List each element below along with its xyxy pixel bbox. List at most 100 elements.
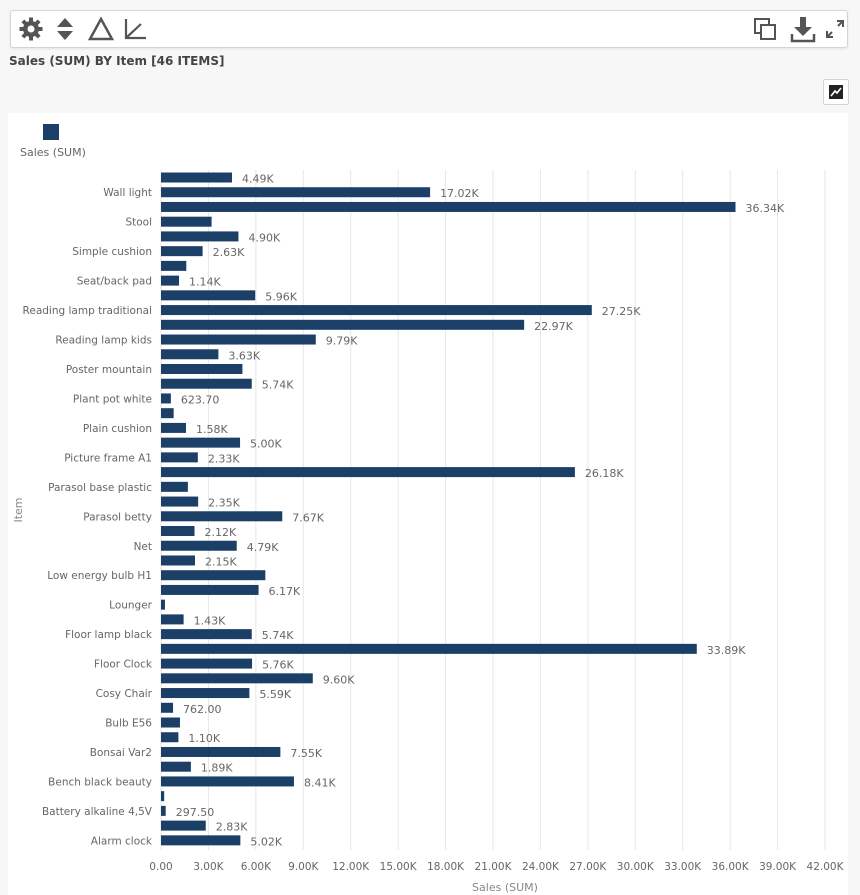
y-tick-label: Picture frame A1 bbox=[64, 452, 152, 464]
x-tick-label: 39.00K bbox=[759, 861, 797, 873]
bar[interactable] bbox=[161, 629, 252, 640]
legend-swatch[interactable] bbox=[43, 124, 59, 140]
bar[interactable] bbox=[161, 570, 266, 581]
bar[interactable] bbox=[161, 363, 243, 374]
bar[interactable] bbox=[161, 555, 195, 566]
bar[interactable] bbox=[161, 437, 241, 448]
bar[interactable] bbox=[161, 319, 525, 330]
bar[interactable] bbox=[161, 481, 188, 492]
bar[interactable] bbox=[161, 422, 186, 433]
data-label: 3.63K bbox=[228, 349, 260, 362]
bar[interactable] bbox=[161, 791, 165, 802]
bar[interactable] bbox=[161, 599, 165, 610]
data-label: 9.79K bbox=[326, 335, 358, 348]
data-label: 1.14K bbox=[189, 276, 221, 289]
bar[interactable] bbox=[161, 717, 180, 728]
bar[interactable] bbox=[161, 776, 294, 787]
bar[interactable] bbox=[161, 246, 203, 257]
data-label: 7.55K bbox=[290, 747, 322, 760]
y-axis-title: Item bbox=[12, 497, 25, 522]
bar[interactable] bbox=[161, 452, 198, 463]
x-tick-label: 30.00K bbox=[617, 861, 655, 873]
data-label: 4.79K bbox=[247, 541, 279, 554]
chart-type-button[interactable] bbox=[823, 79, 849, 105]
bar[interactable] bbox=[161, 334, 316, 345]
x-tick-label: 27.00K bbox=[569, 861, 607, 873]
y-tick-label: Reading lamp kids bbox=[55, 335, 152, 347]
chart-area bbox=[8, 113, 848, 895]
bar[interactable] bbox=[161, 584, 259, 595]
bar[interactable] bbox=[161, 835, 241, 846]
y-tick-label: Floor Clock bbox=[94, 659, 153, 671]
bar[interactable] bbox=[161, 290, 256, 301]
bar[interactable] bbox=[161, 761, 191, 772]
x-tick-label: 15.00K bbox=[380, 861, 418, 873]
axis-icon[interactable] bbox=[121, 15, 149, 43]
expand-icon[interactable] bbox=[821, 15, 849, 43]
data-label: 2.63K bbox=[213, 246, 245, 259]
bar[interactable] bbox=[161, 408, 174, 419]
bar[interactable] bbox=[161, 526, 195, 537]
copy-icon[interactable] bbox=[751, 15, 779, 43]
y-tick-label: Low energy bulb H1 bbox=[47, 570, 152, 582]
bar[interactable] bbox=[161, 201, 736, 212]
bar[interactable] bbox=[161, 275, 180, 286]
sort-icon[interactable] bbox=[51, 15, 79, 43]
data-label: 1.10K bbox=[188, 732, 220, 745]
data-label: 5.59K bbox=[259, 688, 291, 701]
bar[interactable] bbox=[161, 673, 313, 684]
gear-icon[interactable] bbox=[17, 15, 45, 43]
bar[interactable] bbox=[161, 511, 283, 522]
download-icon[interactable] bbox=[789, 15, 817, 43]
bar[interactable] bbox=[161, 260, 187, 271]
data-label: 9.60K bbox=[323, 673, 355, 686]
toolbar bbox=[10, 10, 848, 48]
y-tick-label: Reading lamp traditional bbox=[23, 305, 152, 317]
bar[interactable] bbox=[161, 540, 237, 551]
bar[interactable] bbox=[161, 231, 239, 242]
bar[interactable] bbox=[161, 805, 166, 816]
line-chart-icon bbox=[829, 85, 843, 99]
bar[interactable] bbox=[161, 187, 431, 198]
triangle-icon[interactable] bbox=[87, 15, 115, 43]
data-label: 8.41K bbox=[304, 776, 336, 789]
bar[interactable] bbox=[161, 820, 206, 831]
bar[interactable] bbox=[161, 746, 281, 757]
x-tick-label: 36.00K bbox=[712, 861, 750, 873]
bar[interactable] bbox=[161, 614, 184, 625]
x-tick-label: 3.00K bbox=[193, 861, 224, 873]
bar[interactable] bbox=[161, 688, 250, 699]
bar[interactable] bbox=[161, 658, 253, 669]
bar[interactable] bbox=[161, 393, 171, 404]
chart-title: Sales (SUM) BY Item [46 ITEMS] bbox=[9, 54, 225, 68]
bar[interactable] bbox=[161, 216, 212, 227]
bar[interactable] bbox=[161, 702, 174, 713]
x-tick-label: 0.00 bbox=[149, 861, 172, 873]
data-label: 36.34K bbox=[746, 202, 785, 215]
data-label: 2.15K bbox=[205, 555, 237, 568]
bar[interactable] bbox=[161, 349, 219, 360]
bar[interactable] bbox=[161, 643, 697, 654]
legend-label: Sales (SUM) bbox=[20, 146, 86, 159]
y-tick-label: Wall light bbox=[103, 187, 152, 199]
data-label: 2.83K bbox=[216, 821, 248, 834]
data-label: 2.35K bbox=[208, 497, 240, 510]
data-label: 297.50 bbox=[176, 806, 215, 819]
data-label: 2.33K bbox=[208, 452, 240, 465]
bar[interactable] bbox=[161, 467, 575, 478]
data-label: 33.89K bbox=[707, 644, 746, 657]
y-tick-label: Lounger bbox=[109, 600, 153, 612]
y-tick-label: Alarm clock bbox=[91, 835, 153, 847]
y-tick-label: Parasol base plastic bbox=[48, 482, 152, 494]
y-tick-label: Poster mountain bbox=[66, 364, 152, 376]
data-label: 5.74K bbox=[262, 379, 294, 392]
bar[interactable] bbox=[161, 732, 179, 743]
y-tick-label: Floor lamp black bbox=[65, 629, 153, 641]
y-tick-label: Plant pot white bbox=[73, 393, 152, 405]
bar[interactable] bbox=[161, 172, 232, 183]
bar[interactable] bbox=[161, 378, 252, 389]
data-label: 623.70 bbox=[181, 393, 220, 406]
bar[interactable] bbox=[161, 305, 592, 316]
bar[interactable] bbox=[161, 496, 199, 507]
